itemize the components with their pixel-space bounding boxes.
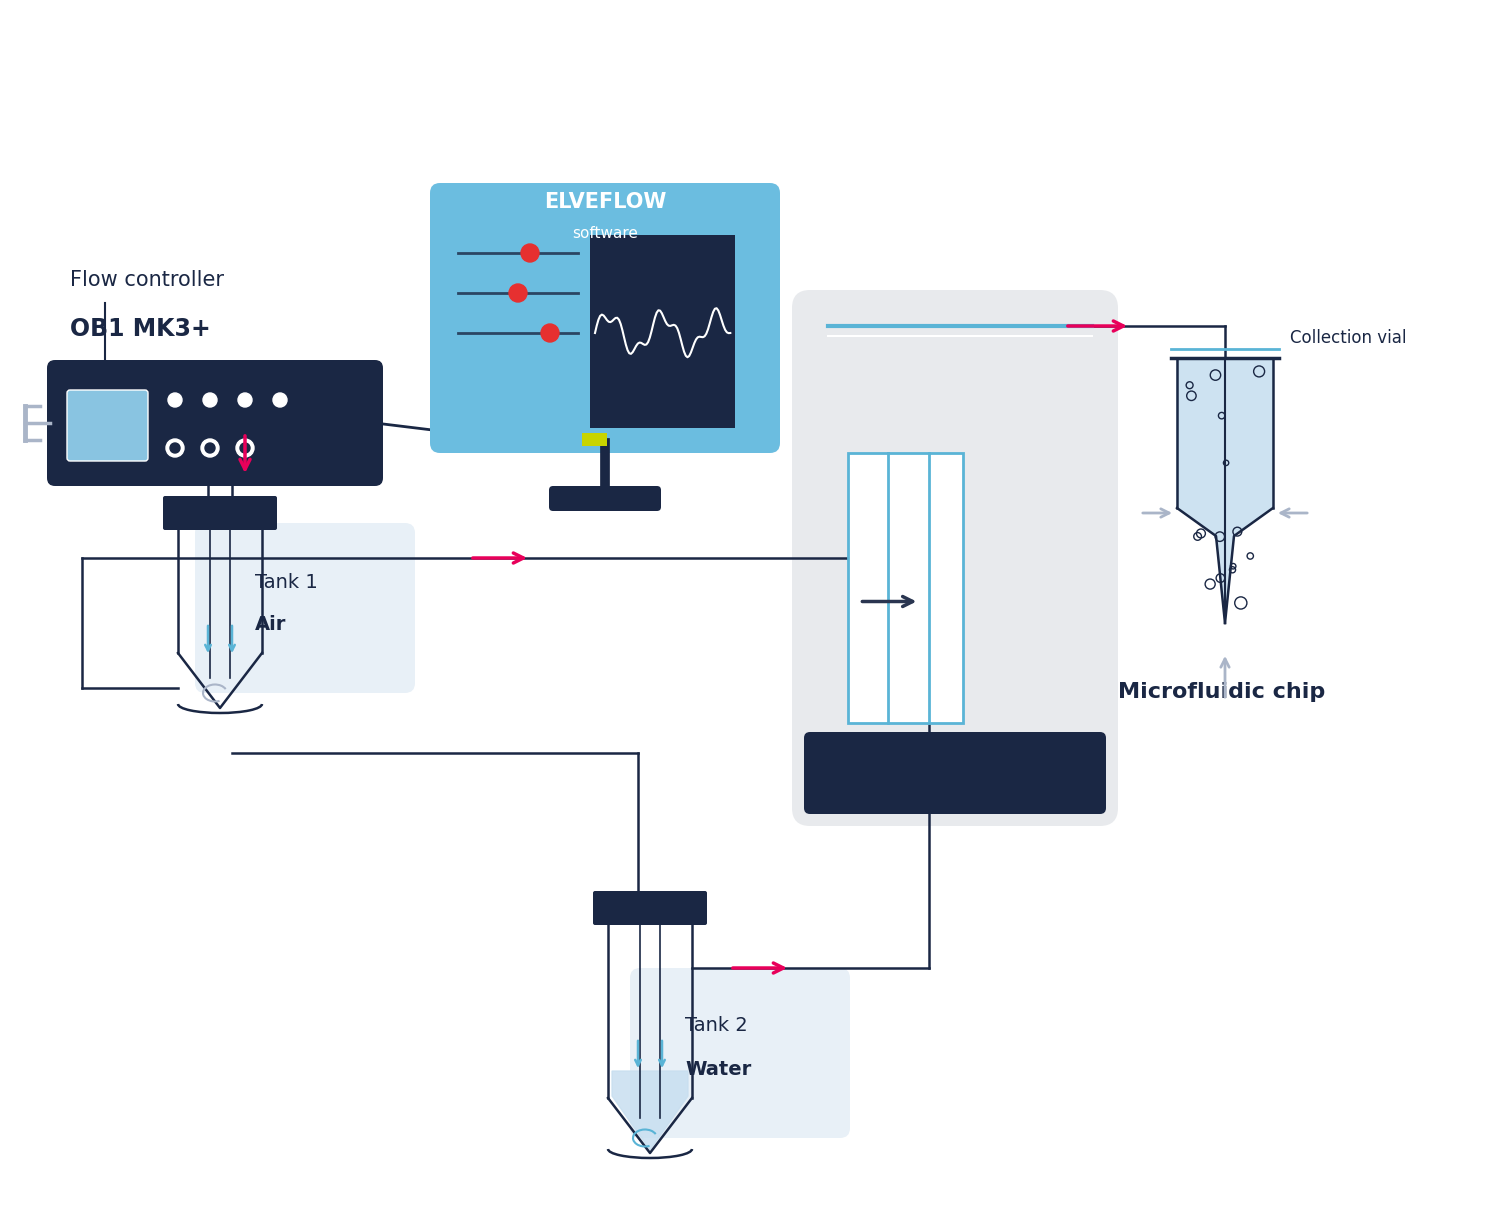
Circle shape (273, 393, 286, 407)
Text: Tank 2: Tank 2 (686, 1016, 747, 1035)
Text: OB1 MK3+: OB1 MK3+ (70, 316, 210, 341)
FancyBboxPatch shape (804, 732, 1106, 814)
Text: Water: Water (686, 1059, 752, 1079)
Polygon shape (612, 1071, 689, 1150)
Circle shape (238, 393, 252, 407)
Text: software: software (572, 226, 638, 242)
Circle shape (542, 324, 560, 342)
FancyBboxPatch shape (847, 453, 963, 724)
Circle shape (166, 439, 184, 457)
FancyBboxPatch shape (630, 968, 850, 1138)
FancyBboxPatch shape (590, 236, 735, 428)
Text: Tank 1: Tank 1 (255, 573, 318, 592)
FancyBboxPatch shape (430, 182, 780, 453)
FancyBboxPatch shape (46, 360, 382, 486)
Circle shape (236, 439, 254, 457)
FancyBboxPatch shape (549, 486, 662, 511)
Circle shape (201, 439, 219, 457)
Circle shape (509, 284, 526, 302)
Text: ELVEFLOW: ELVEFLOW (544, 192, 666, 211)
Text: Air: Air (255, 615, 286, 634)
FancyBboxPatch shape (792, 290, 1118, 826)
Polygon shape (1178, 358, 1274, 623)
Text: Flow controller: Flow controller (70, 271, 224, 290)
FancyBboxPatch shape (195, 523, 416, 693)
Circle shape (520, 244, 538, 262)
Circle shape (168, 393, 182, 407)
Circle shape (240, 443, 250, 453)
Circle shape (202, 393, 217, 407)
FancyBboxPatch shape (68, 390, 148, 461)
FancyBboxPatch shape (164, 496, 278, 530)
FancyBboxPatch shape (592, 892, 706, 925)
Circle shape (170, 443, 180, 453)
FancyBboxPatch shape (582, 432, 606, 446)
Text: Microfluidic chip: Microfluidic chip (1118, 683, 1326, 702)
Text: Collection vial: Collection vial (1290, 329, 1407, 347)
Circle shape (206, 443, 214, 453)
